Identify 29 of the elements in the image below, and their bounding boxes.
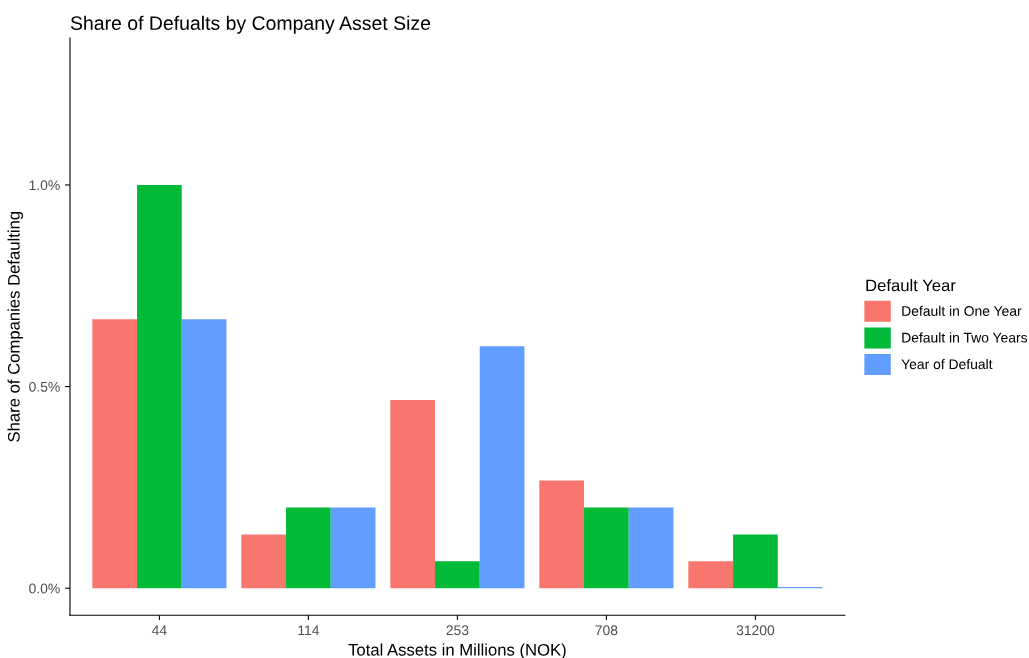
- bar: [733, 534, 778, 589]
- bar: [435, 561, 480, 589]
- legend-label: Default in Two Years: [902, 332, 1028, 343]
- bar: [390, 399, 436, 589]
- y-tick-label: 0.5%: [29, 381, 60, 392]
- bar: [688, 561, 734, 589]
- y-tick-label: 0.0%: [29, 583, 60, 594]
- legend-label: Year of Defualt: [901, 358, 993, 370]
- legend-label: Default in One Year: [902, 305, 1022, 316]
- x-tick-label: 114: [298, 625, 320, 636]
- bar: [286, 507, 331, 589]
- bar: [181, 319, 227, 589]
- bar: [92, 319, 138, 589]
- bar: [584, 507, 629, 589]
- x-tick-label: 708: [595, 625, 618, 636]
- legend-title: Default Year: [866, 279, 956, 292]
- x-tick-label: 253: [446, 625, 469, 636]
- y-axis-title: Share of Companies Defaulting: [7, 211, 24, 442]
- chart-title: Share of Defualts by Company Asset Size: [70, 15, 431, 34]
- bar: [241, 534, 287, 589]
- x-axis-title: Total Assets in Millions (NOK): [348, 643, 566, 658]
- bar: [137, 184, 182, 589]
- x-tick-label: 31200: [736, 625, 775, 636]
- bar: [539, 480, 585, 589]
- bar: [330, 507, 376, 589]
- y-tick-label: 1.0%: [29, 180, 60, 191]
- bar: [628, 507, 674, 589]
- bar: [479, 346, 525, 589]
- x-tick-label: 44: [151, 625, 167, 636]
